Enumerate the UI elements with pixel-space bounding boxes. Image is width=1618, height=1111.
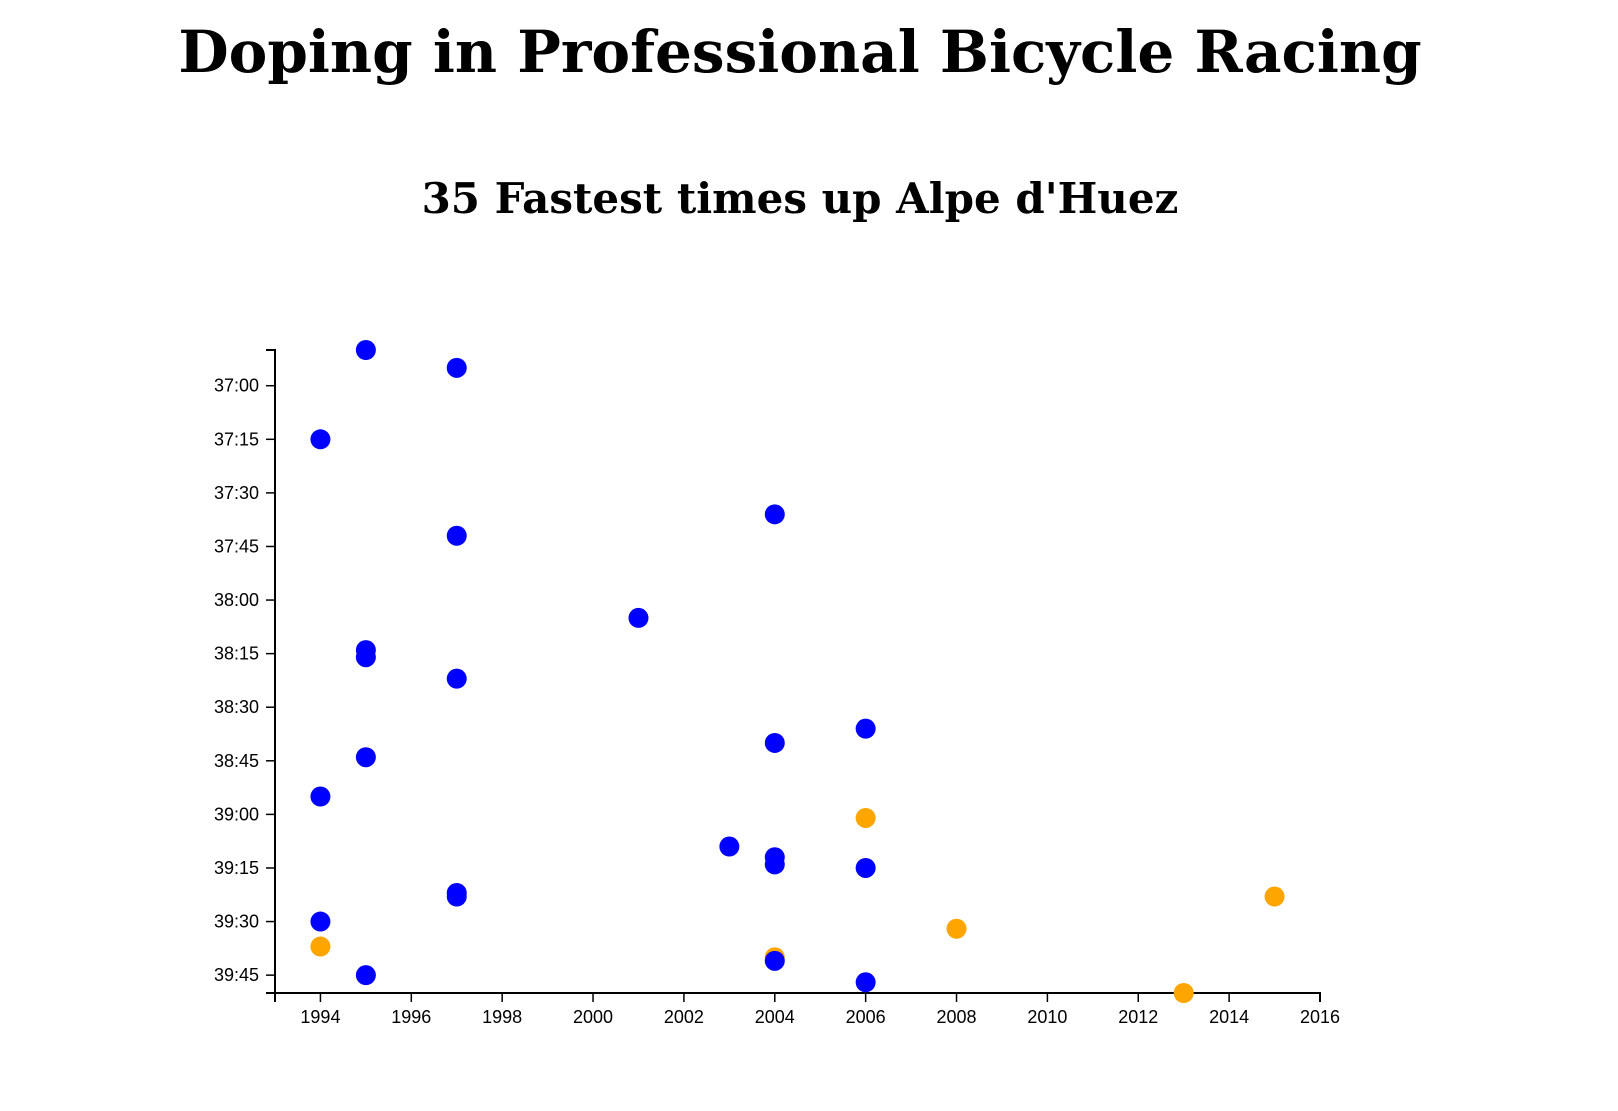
- data-point-doping[interactable]: [855, 857, 876, 878]
- y-tick-label: 39:00: [214, 804, 259, 824]
- x-tick-label: 2004: [755, 1007, 795, 1027]
- data-point-no-doping[interactable]: [855, 807, 876, 828]
- y-tick-label: 37:15: [214, 429, 259, 449]
- data-point-doping[interactable]: [855, 972, 876, 993]
- data-point-doping[interactable]: [446, 668, 467, 689]
- data-point-doping[interactable]: [855, 718, 876, 739]
- y-tick-label: 37:00: [214, 376, 259, 396]
- x-axis: 1994 1996 1998 2000 2002 2004 2006 2008 2010 2012…: [274, 992, 1340, 1027]
- data-point-doping[interactable]: [764, 504, 785, 525]
- y-axis-line: [266, 349, 276, 994]
- y-tick-label: 38:45: [214, 751, 259, 771]
- y-tick-label: 38:15: [214, 644, 259, 664]
- y-tick-label: 37:30: [214, 483, 259, 503]
- data-point-doping[interactable]: [310, 429, 331, 450]
- x-tick-label: 2002: [664, 1007, 704, 1027]
- data-point-no-doping[interactable]: [310, 936, 331, 957]
- data-point-doping[interactable]: [355, 747, 376, 768]
- x-tick-label: 2006: [846, 1007, 886, 1027]
- data-points: [310, 340, 1285, 1003]
- data-point-doping[interactable]: [355, 340, 376, 360]
- data-point-doping[interactable]: [719, 836, 740, 857]
- y-axis: 37:00 37:15 37:30 37:45 38:00 38:15 38:30 38:45…: [214, 349, 276, 994]
- data-point-doping[interactable]: [764, 854, 785, 875]
- chart-title: 35 Fastest times up Alpe d'Huez: [421, 174, 1179, 223]
- data-point-doping[interactable]: [355, 965, 376, 986]
- data-point-doping[interactable]: [764, 732, 785, 753]
- data-point-doping[interactable]: [446, 357, 467, 378]
- data-point-doping[interactable]: [764, 950, 785, 971]
- x-tick-label: 2000: [573, 1007, 613, 1027]
- x-tick-label: 2012: [1118, 1007, 1158, 1027]
- x-tick-label: 2010: [1027, 1007, 1067, 1027]
- y-tick-label: 39:15: [214, 858, 259, 878]
- data-point-doping[interactable]: [446, 525, 467, 546]
- data-point-doping[interactable]: [310, 786, 331, 807]
- data-point-doping[interactable]: [355, 647, 376, 668]
- data-point-no-doping[interactable]: [946, 918, 967, 939]
- x-tick-label: 1998: [482, 1007, 522, 1027]
- data-point-doping[interactable]: [628, 607, 649, 628]
- x-tick-label: 2016: [1300, 1007, 1340, 1027]
- x-tick-label: 2008: [936, 1007, 976, 1027]
- y-tick-label: 39:30: [214, 912, 259, 932]
- x-tick-label: 1996: [391, 1007, 431, 1027]
- data-point-doping[interactable]: [310, 911, 331, 932]
- data-point-doping[interactable]: [446, 886, 467, 907]
- y-tick-label: 38:00: [214, 590, 259, 610]
- page-title: Doping in Professional Bicycle Racing: [178, 18, 1422, 86]
- data-point-no-doping[interactable]: [1173, 983, 1194, 1003]
- y-tick-label: 39:45: [214, 965, 259, 985]
- x-tick-label: 1994: [300, 1007, 340, 1027]
- y-tick-label: 37:45: [214, 536, 259, 556]
- x-axis-line: [274, 992, 1321, 1002]
- data-point-no-doping[interactable]: [1264, 886, 1285, 907]
- x-tick-label: 2014: [1209, 1007, 1249, 1027]
- y-tick-label: 38:30: [214, 697, 259, 717]
